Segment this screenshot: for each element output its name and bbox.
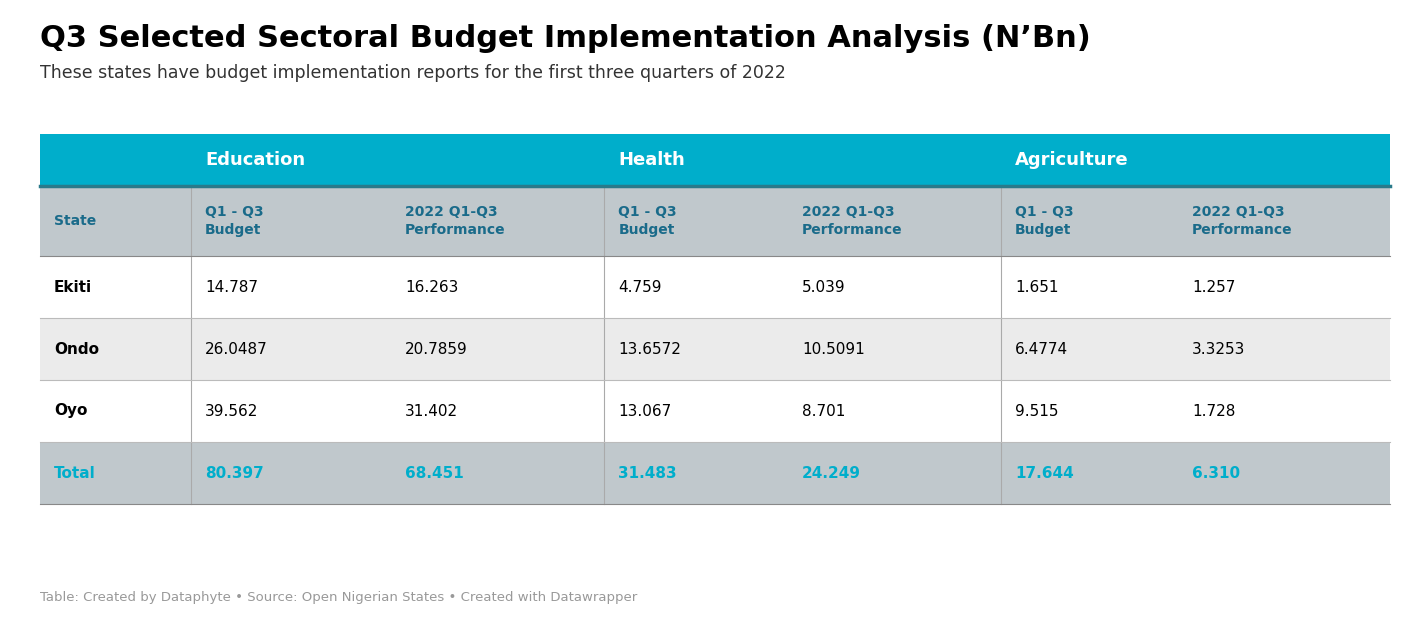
Text: Total: Total <box>54 465 96 481</box>
Text: 16.263: 16.263 <box>406 279 458 294</box>
Text: 31.402: 31.402 <box>406 404 458 419</box>
Text: Education: Education <box>206 151 306 169</box>
Text: 2022 Q1-Q3
Performance: 2022 Q1-Q3 Performance <box>406 205 506 236</box>
Text: Table: Created by Dataphyte • Source: Open Nigerian States • Created with Datawr: Table: Created by Dataphyte • Source: Op… <box>40 591 637 604</box>
Bar <box>40 442 1389 504</box>
Bar <box>40 134 1389 186</box>
Text: 1.257: 1.257 <box>1192 279 1235 294</box>
Text: 8.701: 8.701 <box>803 404 845 419</box>
Text: 6.310: 6.310 <box>1192 465 1240 481</box>
Bar <box>40 318 1389 380</box>
Bar <box>40 256 1389 318</box>
Text: 31.483: 31.483 <box>618 465 677 481</box>
Text: Q1 - Q3
Budget: Q1 - Q3 Budget <box>618 205 677 236</box>
Text: 2022 Q1-Q3
Performance: 2022 Q1-Q3 Performance <box>803 205 902 236</box>
Text: 26.0487: 26.0487 <box>206 341 268 356</box>
Text: 68.451: 68.451 <box>406 465 464 481</box>
Text: 17.644: 17.644 <box>1015 465 1074 481</box>
Text: Q1 - Q3
Budget: Q1 - Q3 Budget <box>206 205 264 236</box>
Text: 3.3253: 3.3253 <box>1192 341 1245 356</box>
Text: These states have budget implementation reports for the first three quarters of : These states have budget implementation … <box>40 64 785 82</box>
Text: Q1 - Q3
Budget: Q1 - Q3 Budget <box>1015 205 1074 236</box>
Text: 13.067: 13.067 <box>618 404 671 419</box>
Text: 14.787: 14.787 <box>206 279 258 294</box>
Text: 39.562: 39.562 <box>206 404 258 419</box>
Text: 1.651: 1.651 <box>1015 279 1058 294</box>
Text: 24.249: 24.249 <box>803 465 861 481</box>
Text: Ondo: Ondo <box>54 341 99 356</box>
Text: 20.7859: 20.7859 <box>406 341 468 356</box>
Text: 4.759: 4.759 <box>618 279 661 294</box>
Bar <box>40 380 1389 442</box>
Text: 13.6572: 13.6572 <box>618 341 681 356</box>
Text: State: State <box>54 214 96 228</box>
Text: 6.4774: 6.4774 <box>1015 341 1068 356</box>
Text: 80.397: 80.397 <box>206 465 264 481</box>
Text: Oyo: Oyo <box>54 404 87 419</box>
Text: Ekiti: Ekiti <box>54 279 93 294</box>
Text: 5.039: 5.039 <box>803 279 845 294</box>
Text: 9.515: 9.515 <box>1015 404 1058 419</box>
Text: Q3 Selected Sectoral Budget Implementation Analysis (N’Bn): Q3 Selected Sectoral Budget Implementati… <box>40 24 1091 53</box>
Text: Health: Health <box>618 151 685 169</box>
Text: Agriculture: Agriculture <box>1015 151 1128 169</box>
Text: 2022 Q1-Q3
Performance: 2022 Q1-Q3 Performance <box>1192 205 1292 236</box>
Bar <box>40 186 1389 256</box>
Text: 10.5091: 10.5091 <box>803 341 864 356</box>
Text: 1.728: 1.728 <box>1192 404 1235 419</box>
